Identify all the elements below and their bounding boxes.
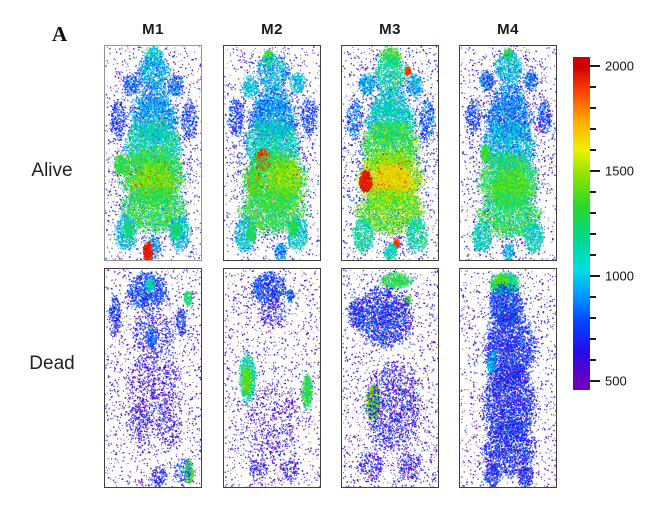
panel-canvas-alive-m2	[224, 46, 320, 260]
column-header-m4: M4	[497, 21, 519, 38]
colorbar-tick-label: 500	[605, 373, 627, 389]
colorbar-major-tick	[590, 275, 600, 277]
colorbar-minor-tick	[590, 233, 596, 235]
row-label-dead: Dead	[29, 353, 75, 374]
colorbar-minor-tick	[590, 338, 596, 340]
colorbar-major-tick	[590, 380, 600, 382]
panel-dead-m3	[341, 268, 439, 488]
panel-alive-m2	[223, 45, 321, 261]
colorbar-minor-tick	[590, 191, 596, 193]
colorbar-minor-tick	[590, 296, 596, 298]
colorbar-minor-tick	[590, 359, 596, 361]
panel-canvas-alive-m4	[460, 46, 556, 260]
figure-label: A	[52, 22, 68, 46]
row-label-alive: Alive	[31, 160, 73, 181]
column-header-m2: M2	[261, 21, 283, 38]
panel-canvas-alive-m1	[105, 46, 201, 260]
colorbar-minor-tick	[590, 128, 596, 130]
panel-canvas-dead-m3	[342, 269, 438, 487]
colorbar-minor-tick	[590, 254, 596, 256]
colorbar-minor-tick	[590, 212, 596, 214]
panel-canvas-alive-m3	[342, 46, 438, 260]
colorbar-minor-tick	[590, 149, 596, 151]
colorbar-ticks: 500 1000 1500 2000	[590, 57, 646, 390]
panel-dead-m2	[223, 268, 321, 488]
colorbar-minor-tick	[590, 107, 596, 109]
colorbar-major-tick	[590, 170, 600, 172]
panel-canvas-dead-m4	[460, 269, 556, 487]
column-header-m1: M1	[142, 21, 164, 38]
panel-alive-m1	[104, 45, 202, 261]
panel-dead-m1	[104, 268, 202, 488]
colorbar-minor-tick	[590, 86, 596, 88]
panel-dead-m4	[459, 268, 557, 488]
panel-alive-m3	[341, 45, 439, 261]
colorbar-tick-label: 1000	[605, 268, 634, 284]
colorbar-tick-label: 1500	[605, 163, 634, 179]
panel-canvas-dead-m2	[224, 269, 320, 487]
panel-alive-m4	[459, 45, 557, 261]
panel-canvas-dead-m1	[105, 269, 201, 487]
colorbar-minor-tick	[590, 317, 596, 319]
colorbar-tick-label: 2000	[605, 58, 634, 74]
colorbar-major-tick	[590, 65, 600, 67]
column-header-m3: M3	[379, 21, 401, 38]
colorbar	[573, 57, 590, 390]
